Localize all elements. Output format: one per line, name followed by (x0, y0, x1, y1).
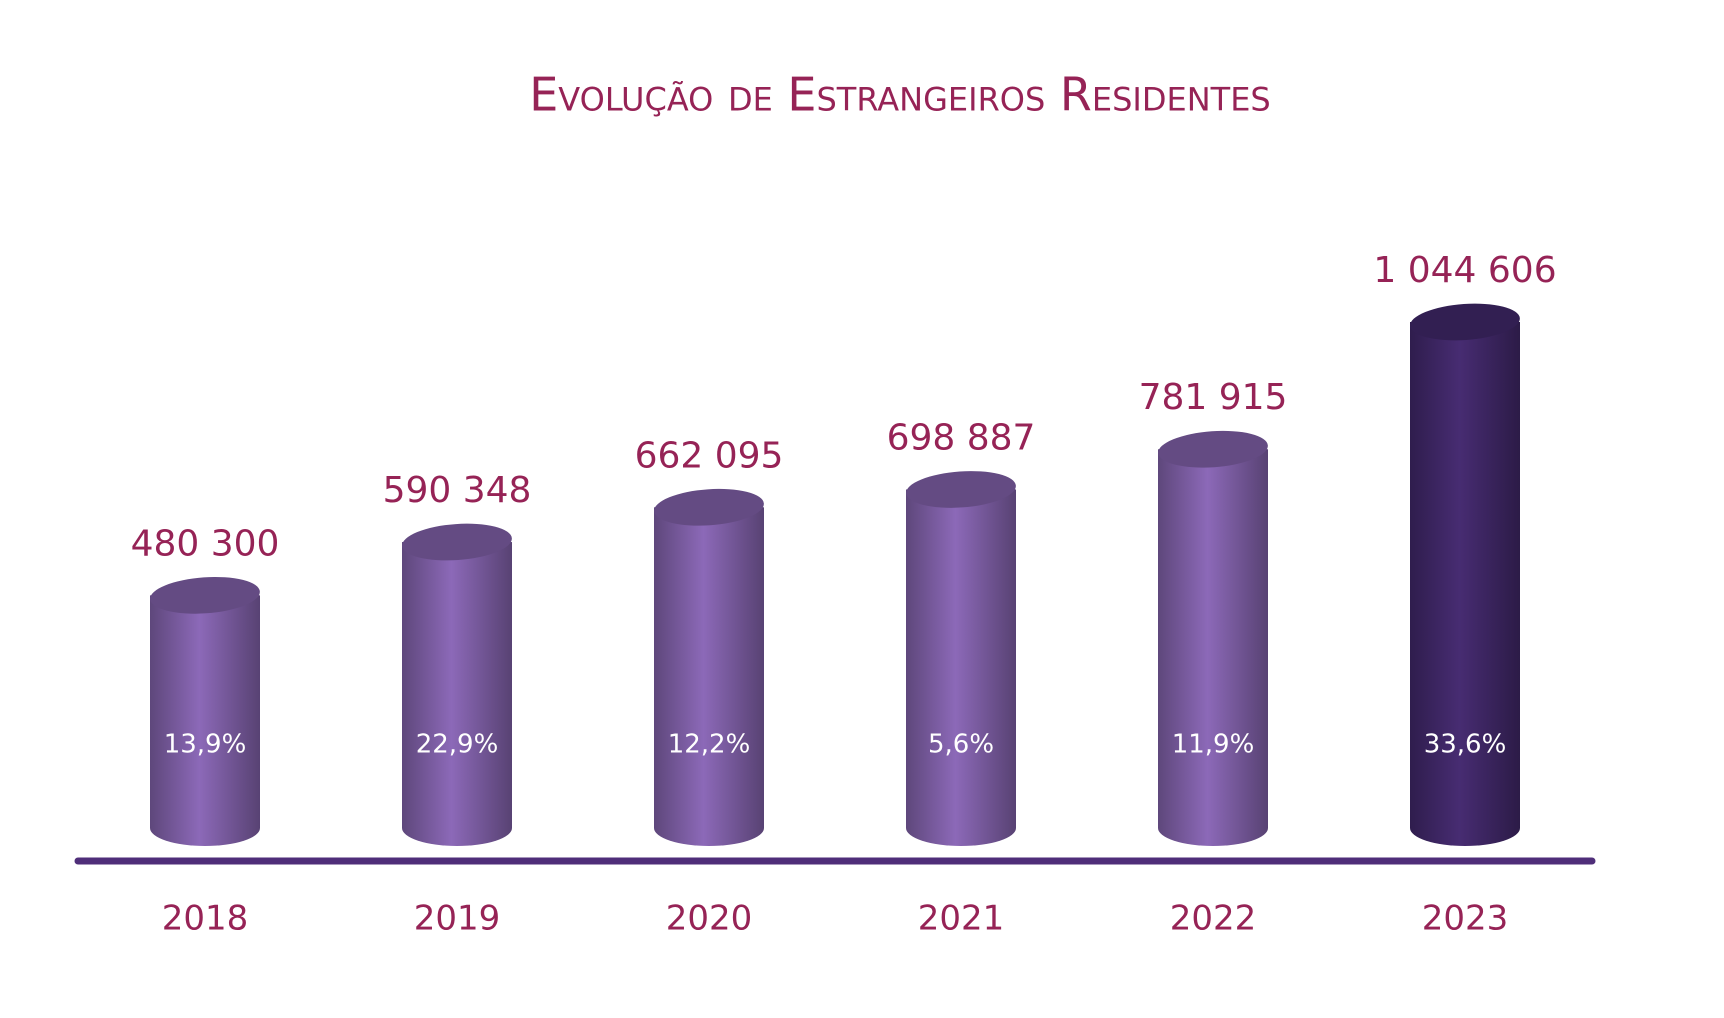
growth-label: 5,6% (928, 730, 994, 760)
chart-title: Evolução de Estrangeiros Residentes (529, 68, 1271, 122)
bar (1158, 449, 1268, 828)
cylinder-top (150, 576, 260, 614)
x-tick-label: 2023 (1422, 899, 1509, 939)
growth-label: 13,9% (164, 730, 247, 760)
cylinder-top (654, 488, 764, 526)
x-tick-label: 2021 (918, 899, 1005, 939)
bar (654, 507, 764, 828)
growth-label: 12,2% (668, 730, 751, 760)
cylinder-top (1158, 430, 1268, 468)
bar (150, 595, 260, 828)
value-label: 698 887 (887, 417, 1036, 458)
bar (402, 542, 512, 828)
growth-label: 22,9% (416, 730, 499, 760)
value-label: 781 915 (1139, 377, 1288, 418)
x-tick-label: 2020 (666, 899, 753, 939)
cylinder-top (1410, 303, 1520, 341)
bar (1410, 322, 1520, 828)
value-label: 480 300 (131, 523, 280, 564)
x-tick-label: 2019 (414, 899, 501, 939)
x-tick-label: 2022 (1170, 899, 1257, 939)
growth-label: 11,9% (1172, 730, 1255, 760)
x-tick-label: 2018 (162, 899, 249, 939)
value-label: 1 044 606 (1373, 250, 1556, 291)
value-label: 590 348 (383, 470, 532, 511)
growth-label: 33,6% (1424, 730, 1507, 760)
bar (906, 489, 1016, 828)
value-label: 662 095 (635, 435, 784, 476)
cylinder-top (402, 523, 512, 561)
cylinder-top (906, 471, 1016, 508)
